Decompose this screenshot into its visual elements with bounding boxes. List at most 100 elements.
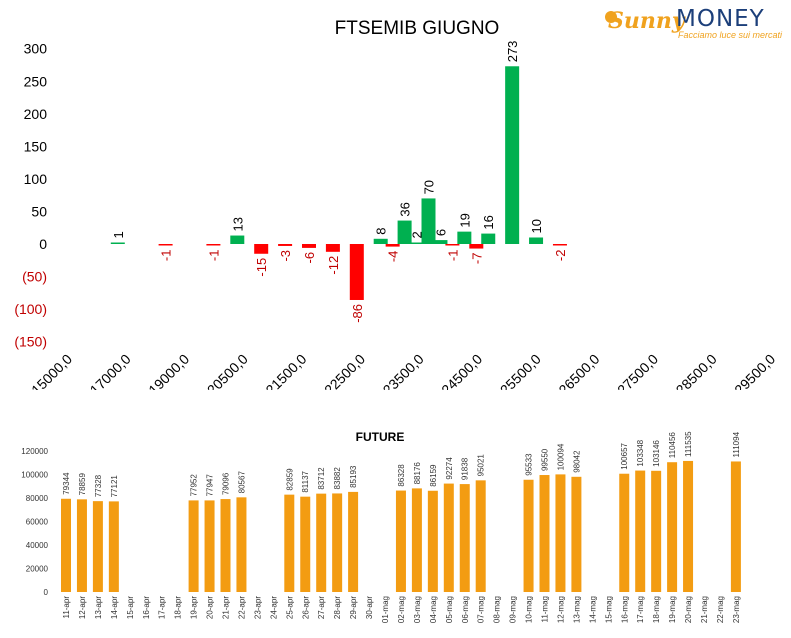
bar-data-label: 13	[230, 217, 245, 231]
bar	[278, 244, 293, 246]
bar-data-label: 273	[505, 41, 520, 63]
future-bar	[76, 499, 87, 592]
future-x-tick-label: 21-apr	[222, 596, 231, 619]
x-tick-label: 17000,0	[87, 351, 134, 390]
y-tick-label: 200	[24, 106, 48, 122]
future-bar	[427, 490, 438, 592]
bar-data-label: -12	[326, 256, 341, 275]
future-x-tick-label: 06-mag	[461, 596, 470, 623]
bar-data-label: 8	[374, 228, 389, 235]
future-x-tick-label: 13-apr	[94, 596, 103, 619]
future-x-tick-label: 08-mag	[493, 596, 502, 623]
future-bar-data-label: 95533	[525, 453, 534, 476]
future-x-tick-label: 17-mag	[636, 596, 645, 623]
future-bar-data-label: 77947	[206, 474, 215, 497]
x-tick-label: 25500,0	[497, 351, 544, 390]
bar-data-label: -2	[553, 250, 568, 262]
future-x-tick-label: 22-mag	[716, 596, 725, 623]
future-bar	[539, 475, 550, 592]
future-bar	[332, 493, 343, 592]
ftsemib-giugno-chart: FTSEMIB GIUGNO 300 250 200 150 100 50 0 (50) (100…	[14, 18, 778, 390]
future-x-tick-label: 28-apr	[333, 596, 342, 619]
x-tick-label: 29500,0	[731, 351, 778, 390]
bar	[254, 244, 269, 254]
x-tick-label: 22500,0	[321, 351, 368, 390]
bar	[529, 237, 544, 244]
bar-data-label: -86	[350, 304, 365, 323]
future-x-tick-label: 10-mag	[525, 596, 534, 623]
future-bar-data-label: 103146	[652, 440, 661, 467]
future-bar	[683, 460, 694, 592]
future-x-tick-label: 27-apr	[317, 596, 326, 619]
sunny-money-logo: Sunny MONEY Facciamo luce sui mercati	[602, 4, 786, 42]
future-bar	[92, 501, 103, 592]
bar-data-label: 19	[457, 213, 472, 227]
chart-title: FTSEMIB GIUGNO	[335, 18, 500, 39]
bar	[325, 244, 340, 252]
future-bar-data-label: 99550	[541, 448, 550, 471]
future-bar	[348, 491, 359, 592]
y-tick-label: 250	[24, 73, 48, 89]
future-x-tick-label: 15-apr	[126, 596, 135, 619]
future-bar-data-label: 110456	[668, 432, 677, 459]
future-x-tick-label: 01-mag	[381, 596, 390, 623]
future-bar	[220, 499, 231, 592]
future-x-tick-label: 14-apr	[110, 596, 119, 619]
future-bar	[284, 494, 295, 592]
bar-data-label: -1	[445, 250, 460, 262]
bar-data-label: -3	[278, 250, 293, 262]
future-x-tick-label: 17-apr	[158, 596, 167, 619]
bar	[552, 244, 567, 246]
bar	[158, 244, 173, 246]
future-bar-data-label: 111094	[732, 431, 741, 457]
bar	[349, 244, 364, 300]
bar-data-label: 10	[529, 219, 544, 233]
bar	[397, 220, 412, 244]
future-bar	[619, 473, 630, 592]
future-y-tick-label: 120000	[21, 447, 48, 456]
future-x-tick-label: 19-apr	[190, 596, 199, 619]
future-bar	[523, 479, 534, 592]
logo-tagline-text: Facciamo luce sui mercati	[678, 30, 783, 40]
bar	[110, 242, 125, 244]
future-x-tick-label: 19-mag	[668, 596, 677, 623]
y-tick-label: 50	[31, 203, 47, 219]
logo-script-text: Sunny	[608, 8, 687, 34]
bar	[230, 235, 245, 244]
bar	[457, 231, 472, 244]
future-bar-data-label: 88176	[413, 462, 422, 485]
bar-data-label: 70	[422, 180, 437, 194]
future-bar-data-label: 79344	[62, 472, 71, 495]
y-tick-label: (100)	[14, 301, 47, 317]
future-bar	[204, 500, 215, 592]
x-tick-label: 20500,0	[204, 351, 251, 390]
future-y-tick-label: 80000	[26, 494, 49, 503]
future-bar	[108, 501, 119, 592]
future-x-tick-label: 12-apr	[78, 596, 87, 619]
bar	[206, 244, 221, 246]
bar	[409, 242, 424, 244]
future-chart: FUTURE 0 20000 40000 60000 80000 100000 120000 1…	[21, 430, 741, 623]
bar-data-label: -6	[302, 252, 317, 264]
future-bar-data-label: 79096	[222, 472, 231, 495]
future-bar-data-label: 98042	[572, 450, 581, 473]
y-tick-label: 0	[39, 236, 47, 252]
future-y-tick-label: 100000	[21, 471, 48, 480]
bar	[505, 66, 520, 244]
future-bar-data-label: 82859	[285, 468, 294, 491]
future-x-tick-label: 03-mag	[413, 596, 422, 623]
x-tick-label: 23500,0	[380, 351, 427, 390]
future-x-tick-label: 15-mag	[604, 596, 613, 623]
x-tick-label: 19000,0	[145, 351, 192, 390]
x-tick-label: 28500,0	[673, 351, 720, 390]
bar	[385, 244, 400, 247]
future-x-tick-label: 16-apr	[142, 596, 151, 619]
future-x-tick-label: 26-apr	[301, 596, 310, 619]
future-bar-data-label: 103348	[636, 439, 645, 466]
future-bar	[61, 498, 71, 592]
bar-data-label: -7	[469, 253, 484, 265]
future-bar	[411, 488, 422, 592]
x-tick-label: 15000,0	[28, 351, 75, 390]
future-bar	[635, 470, 646, 592]
